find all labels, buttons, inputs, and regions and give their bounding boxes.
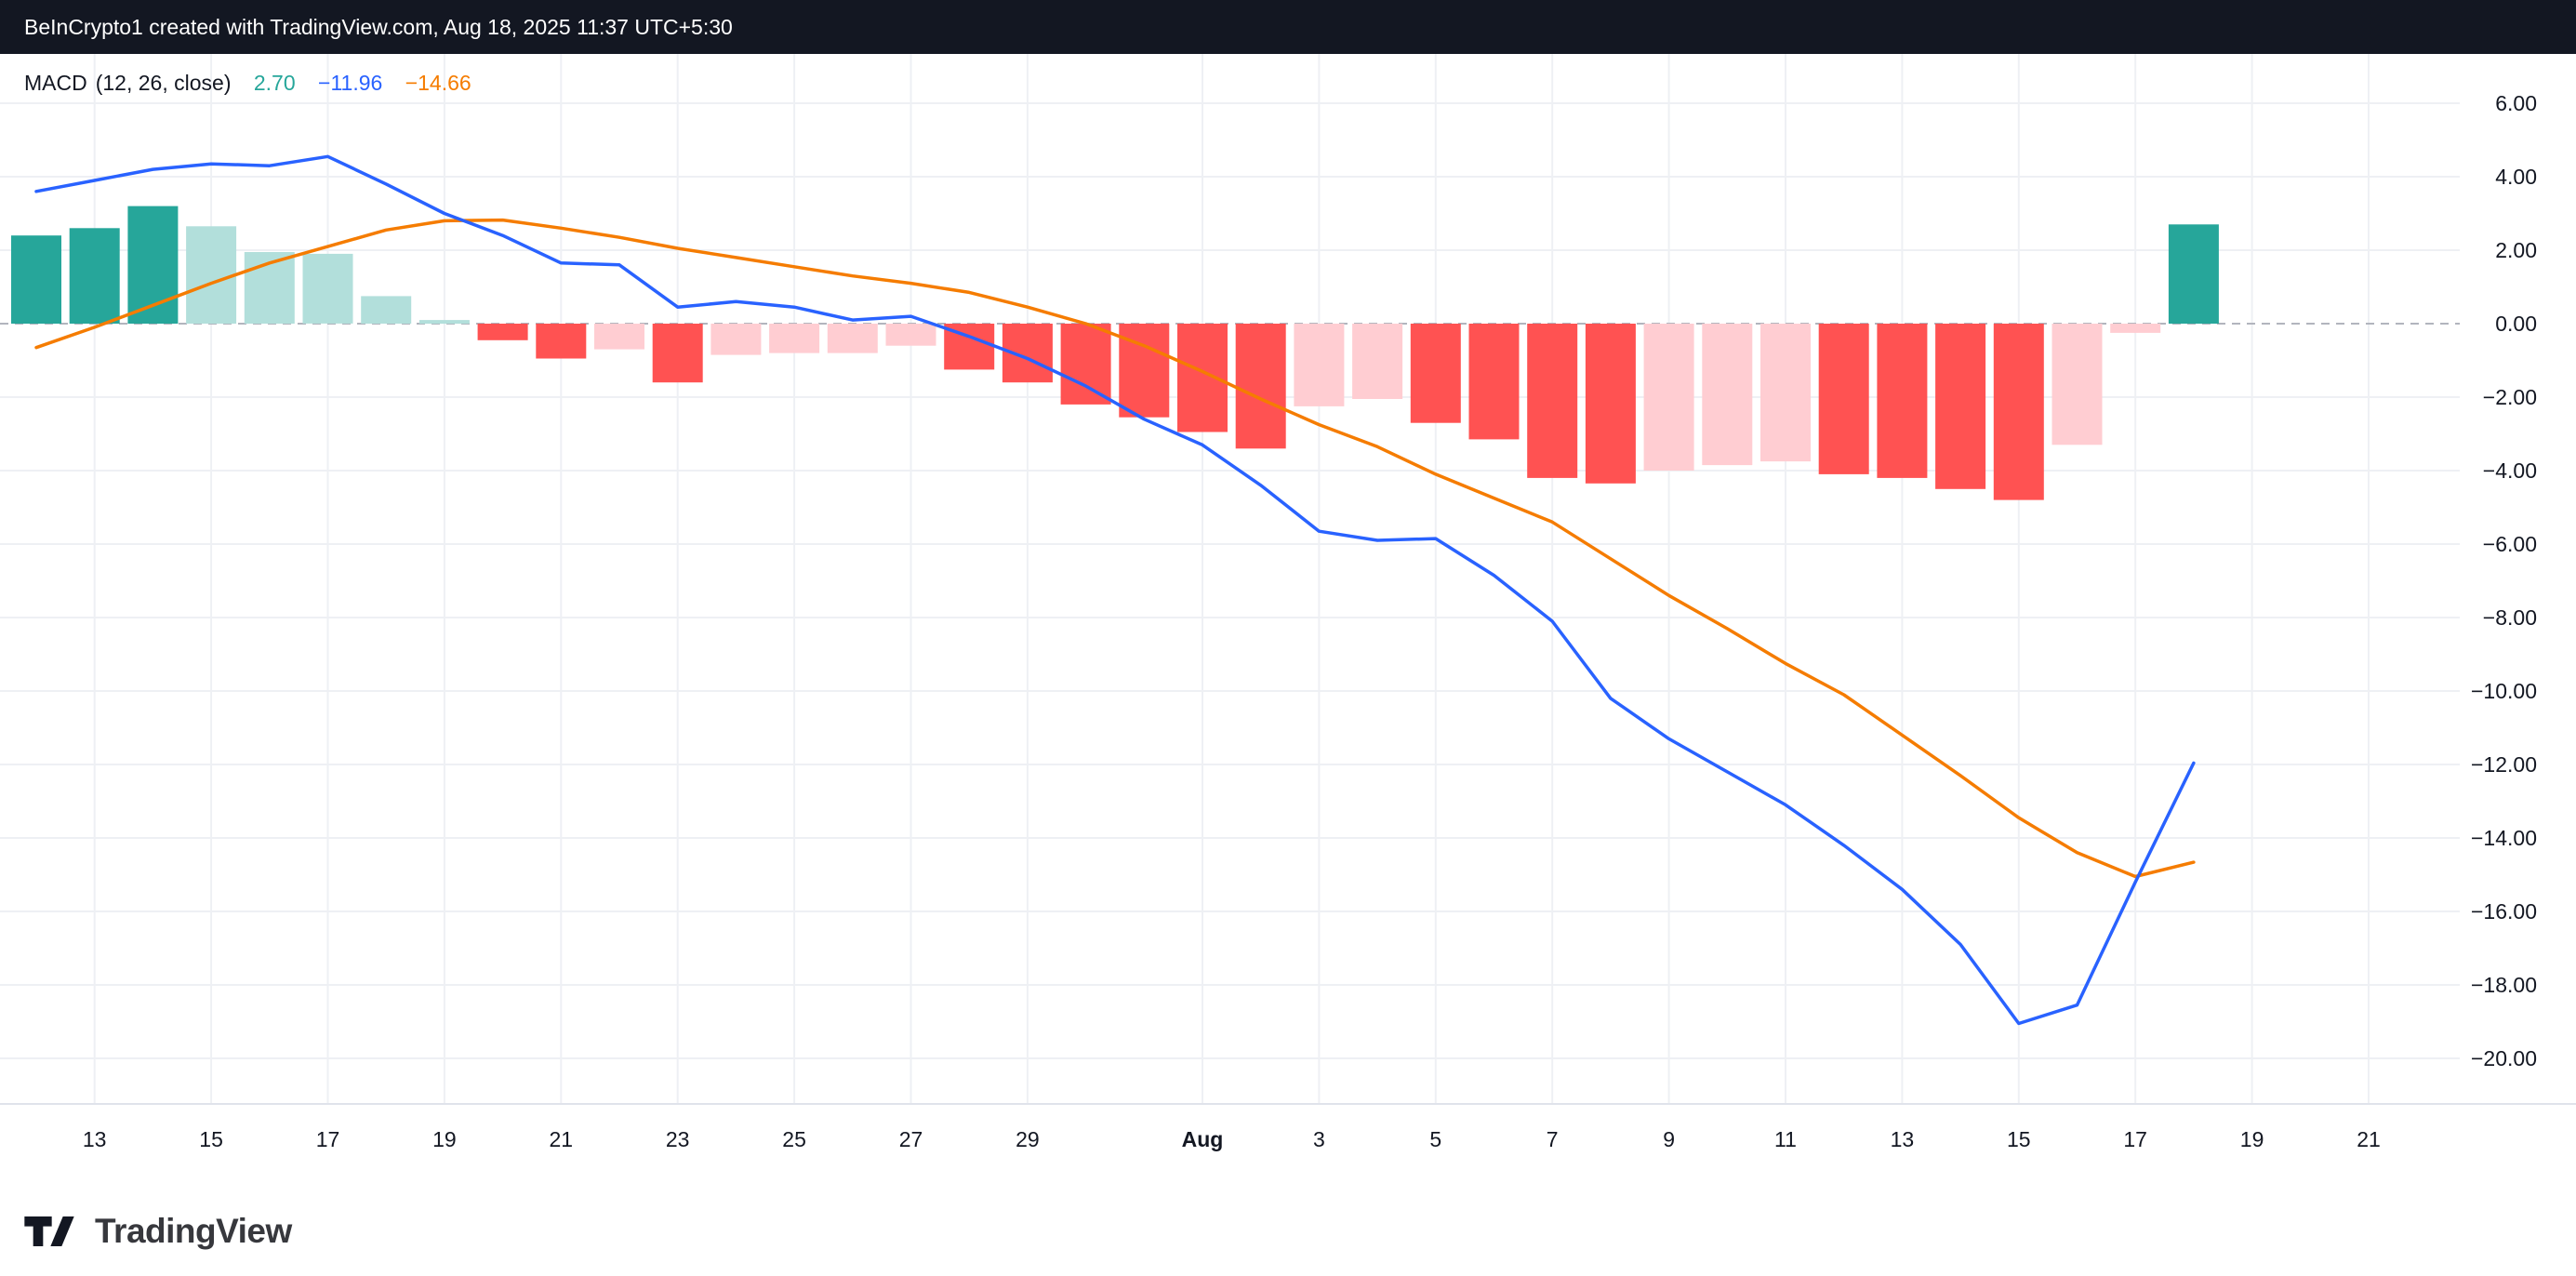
histogram-bar xyxy=(769,324,820,353)
price-scale-label: 6.00 xyxy=(2495,91,2537,115)
time-scale-label: 9 xyxy=(1663,1127,1675,1151)
histogram-bar xyxy=(885,324,936,346)
histogram-bar xyxy=(1585,324,1636,484)
histogram-bar xyxy=(1935,324,1986,489)
time-scale-label: 7 xyxy=(1547,1127,1559,1151)
indicator-name: MACD xyxy=(24,71,87,95)
price-scale-label: −12.00 xyxy=(2471,752,2537,777)
snapshot-title: BeInCrypto1 created with TradingView.com… xyxy=(24,14,733,39)
price-scale-label: −16.00 xyxy=(2471,899,2537,924)
histogram-bar xyxy=(594,324,644,350)
snapshot-header: BeInCrypto1 created with TradingView.com… xyxy=(0,0,2576,54)
macd-line xyxy=(34,154,2196,1026)
tradingview-brand[interactable]: TradingView xyxy=(95,1211,292,1250)
time-scale-label: 17 xyxy=(316,1127,340,1151)
time-scale-label: 15 xyxy=(2007,1127,2031,1151)
time-scale-label: 27 xyxy=(899,1127,923,1151)
histogram-bar xyxy=(69,228,120,324)
chart-pane[interactable]: 6.00 4.00 2.00 0.00 −2.00 −4.00 −6.00 −8.00 −10.… xyxy=(0,54,2576,1186)
macd-value: −11.96 xyxy=(318,71,383,95)
price-scale-label: −6.00 xyxy=(2483,532,2537,556)
histogram-bar xyxy=(1352,324,1403,399)
histogram-bar xyxy=(827,324,878,353)
histogram-bar xyxy=(2110,324,2161,333)
price-scale-label: −18.00 xyxy=(2471,973,2537,997)
histogram-bar xyxy=(652,324,703,383)
histogram-bar xyxy=(1877,324,1928,478)
histogram-bar xyxy=(1235,324,1286,449)
histogram-bar xyxy=(2052,324,2103,445)
price-scale-label: −2.00 xyxy=(2483,385,2537,409)
histogram-bar xyxy=(1294,324,1345,406)
time-scale-label: 29 xyxy=(1016,1127,1040,1151)
histogram-bar xyxy=(536,324,587,359)
time-scale-label: 13 xyxy=(1891,1127,1915,1151)
signal-line xyxy=(34,218,2196,879)
price-scale-label: −4.00 xyxy=(2483,459,2537,483)
time-scale-label: 17 xyxy=(2123,1127,2147,1151)
indicator-lines xyxy=(34,154,2196,1026)
macd-histogram xyxy=(11,206,2219,500)
time-scale-label: 19 xyxy=(2240,1127,2264,1151)
time-scale-label: Aug xyxy=(1182,1127,1224,1151)
histogram-bar xyxy=(361,296,412,324)
histogram-bar xyxy=(1177,324,1228,432)
histogram-bar xyxy=(186,226,237,324)
time-scale-label: 23 xyxy=(666,1127,690,1151)
grid-lines xyxy=(0,54,2576,1105)
price-scale-label: −14.00 xyxy=(2471,826,2537,850)
histogram-bar xyxy=(1760,324,1811,462)
histogram-bar xyxy=(2168,224,2219,324)
tradingview-logo-icon[interactable] xyxy=(24,1216,74,1246)
histogram-bar xyxy=(710,324,762,355)
time-scale-label: 15 xyxy=(199,1127,223,1151)
histogram-value: 2.70 xyxy=(253,71,296,95)
histogram-bar xyxy=(11,235,61,324)
time-scale[interactable]: 13 15 17 19 21 23 25 27 29 Aug 3 5 7 9 11 13 15 17 19 21 xyxy=(83,1127,2381,1151)
time-scale-label: 11 xyxy=(1774,1127,1797,1151)
time-scale-label: 13 xyxy=(83,1127,107,1151)
histogram-bar xyxy=(477,324,528,340)
indicator-params: (12, 26, close) xyxy=(95,71,232,95)
time-scale-label: 3 xyxy=(1313,1127,1325,1151)
price-scale-label: 2.00 xyxy=(2495,238,2537,262)
histogram-bar xyxy=(1643,324,1694,471)
price-scale[interactable]: 6.00 4.00 2.00 0.00 −2.00 −4.00 −6.00 −8.00 −10.… xyxy=(2471,91,2537,1070)
histogram-bar xyxy=(1060,324,1111,405)
price-scale-label: −8.00 xyxy=(2483,605,2537,630)
macd-chart[interactable]: 6.00 4.00 2.00 0.00 −2.00 −4.00 −6.00 −8.00 −10.… xyxy=(0,54,2576,1186)
time-scale-label: 21 xyxy=(550,1127,574,1151)
price-scale-label: −10.00 xyxy=(2471,679,2537,703)
histogram-bar xyxy=(1818,324,1869,474)
price-scale-label: 4.00 xyxy=(2495,165,2537,189)
time-scale-label: 25 xyxy=(782,1127,806,1151)
histogram-bar xyxy=(1468,324,1520,440)
histogram-bar xyxy=(1527,324,1578,478)
time-scale-label: 5 xyxy=(1429,1127,1441,1151)
histogram-bar xyxy=(302,253,353,324)
time-scale-label: 21 xyxy=(2357,1127,2381,1151)
footer: TradingView xyxy=(0,1186,2576,1276)
price-scale-label: −20.00 xyxy=(2471,1046,2537,1070)
indicator-legend: MACD (12, 26, close) 2.70 −11.96 −14.66 xyxy=(24,71,471,96)
price-scale-label: 0.00 xyxy=(2495,312,2537,336)
histogram-bar xyxy=(1410,324,1461,423)
histogram-bar xyxy=(418,320,470,325)
signal-value: −14.66 xyxy=(405,71,471,95)
time-scale-label: 19 xyxy=(432,1127,457,1151)
histogram-bar xyxy=(1993,324,2044,500)
histogram-bar xyxy=(1702,324,1753,466)
